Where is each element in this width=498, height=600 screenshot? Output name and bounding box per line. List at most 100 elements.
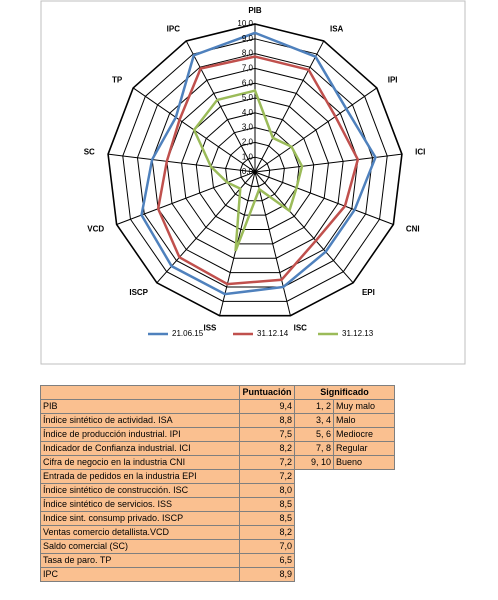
row-name: Índice sintético de actividad. ISA xyxy=(40,413,240,428)
row-score: 8,0 xyxy=(239,483,295,498)
row-score: 9,4 xyxy=(239,399,295,414)
header-score: Puntuación xyxy=(239,385,295,400)
series-line xyxy=(140,31,377,296)
table-row: Saldo comercial (SC) 7,0 xyxy=(40,539,395,554)
empty-cell xyxy=(295,498,334,512)
row-score: 8,8 xyxy=(239,413,295,428)
empty-cell xyxy=(295,540,334,554)
legend-label: 21.06.15 xyxy=(172,329,204,338)
empty-cell xyxy=(295,568,334,582)
scale-range: 3, 4 xyxy=(294,413,334,428)
legend-label: 31.12.13 xyxy=(342,329,374,338)
scale-meaning: Muy malo xyxy=(333,399,395,414)
empty-cell xyxy=(334,540,395,554)
grid-ring xyxy=(239,156,271,187)
spoke xyxy=(254,153,402,173)
scale-range: 9, 10 xyxy=(294,455,334,470)
empty-cell xyxy=(334,484,395,498)
row-name: PIB xyxy=(40,399,240,414)
row-name: Cifra de negocio en la industria CNI xyxy=(40,455,240,470)
table-row: Tasa de paro. TP 6,5 xyxy=(40,553,395,568)
spoke xyxy=(108,153,256,173)
legend-label: 31.12.14 xyxy=(257,329,289,338)
chart: 0,0 1,0 2,0 3,0 4,0 5,0 6,0 7,0 8,0 9,0 10,0 PIB ISA… xyxy=(40,0,466,365)
scale-meaning: Regular xyxy=(333,441,395,456)
row-score: 7,2 xyxy=(239,469,295,484)
row-score: 7,2 xyxy=(239,455,295,470)
row-score: 8,9 xyxy=(239,567,295,582)
row-name: Ventas comercio detallista.VCD xyxy=(40,525,240,540)
table-row: Cifra de negocio en la industria CNI 7,2 9… xyxy=(40,455,395,470)
row-name: IPC xyxy=(40,567,240,582)
grid-ring xyxy=(181,97,329,245)
row-name: Saldo comercial (SC) xyxy=(40,539,240,554)
row-name: Indice sint. consump privado. ISCP xyxy=(40,511,240,526)
spoke xyxy=(254,87,378,173)
header-cell xyxy=(40,385,240,400)
row-name: Índice sintético de servicios. ISS xyxy=(40,497,240,512)
y-tick-label: 1,0 xyxy=(242,152,254,161)
axis-label: ISS xyxy=(203,324,217,333)
empty-cell xyxy=(295,554,334,568)
score-table: Puntuación Significado PIB 9,4 1, 2 Muy malo Í… xyxy=(40,385,395,582)
empty-cell xyxy=(334,554,395,568)
table-row: Índice sintético de construcción. ISC 8,0 xyxy=(40,483,395,498)
row-name: Índice sintético de construcción. ISC xyxy=(40,483,240,498)
row-score: 8,2 xyxy=(239,525,295,540)
grid-ring xyxy=(107,23,403,317)
row-name: Índice de producción industrial. IPI xyxy=(40,427,240,442)
table-row: Índice sintético de servicios. ISS 8,5 xyxy=(40,497,395,512)
axis-label: ICI xyxy=(415,148,425,157)
table-row: Indice sint. consump privado. ISCP 8,5 xyxy=(40,511,395,526)
spoke xyxy=(156,171,256,284)
y-tick-label: 0,0 xyxy=(242,167,254,176)
y-tick-label: 2,0 xyxy=(242,138,254,147)
y-tick-label: 3,0 xyxy=(242,123,254,132)
axis-label: CNI xyxy=(406,224,420,233)
spoke xyxy=(254,171,291,316)
y-tick-label: 10,0 xyxy=(237,19,253,28)
grid-ring xyxy=(195,112,315,230)
empty-cell xyxy=(295,470,334,484)
empty-cell xyxy=(295,512,334,526)
header-meaning: Significado xyxy=(294,385,395,400)
row-score: 8,5 xyxy=(239,511,295,526)
y-tick-label: 7,0 xyxy=(242,64,254,73)
axis-label: PIB xyxy=(248,6,262,15)
spoke xyxy=(116,171,256,225)
row-name: Indicador de Confianza industrial. ICI xyxy=(40,441,240,456)
axis-label: ISA xyxy=(330,24,344,33)
grid-ring xyxy=(122,38,388,302)
grid-ring xyxy=(151,67,359,274)
row-score: 7,5 xyxy=(239,427,295,442)
row-score: 8,2 xyxy=(239,441,295,456)
table-row: Ventas comercio detallista.VCD 8,2 xyxy=(40,525,395,540)
scale-meaning: Bueno xyxy=(333,455,395,470)
axis-label: SC xyxy=(84,148,95,157)
row-name: Entrada de pedidos en la industria EPI xyxy=(40,469,240,484)
axis-label: VCD xyxy=(87,224,104,233)
y-tick-label: 8,0 xyxy=(242,49,254,58)
spoke xyxy=(254,171,394,225)
axis-label: IPI xyxy=(388,75,398,84)
table-row: Entrada de pedidos en la industria EPI 7,… xyxy=(40,469,395,484)
empty-cell xyxy=(334,498,395,512)
y-tick-label: 9,0 xyxy=(242,34,254,43)
table-row: Puntuación Significado xyxy=(40,385,395,400)
series-line xyxy=(192,89,304,252)
axis-label: EPI xyxy=(362,288,375,297)
axis-label: ISC xyxy=(294,324,308,333)
scale-meaning: Mediocre xyxy=(333,427,395,442)
y-tick-label: 4,0 xyxy=(242,108,254,117)
empty-cell xyxy=(334,470,395,484)
table-row: PIB 9,4 1, 2 Muy malo xyxy=(40,399,395,414)
series-line xyxy=(156,55,360,286)
empty-cell xyxy=(334,512,395,526)
chart-frame xyxy=(40,0,466,365)
empty-cell xyxy=(334,568,395,582)
row-score: 7,0 xyxy=(239,539,295,554)
table-row: Indicador de Confianza industrial. ICI 8,… xyxy=(40,441,395,456)
table-row: IPC 8,9 xyxy=(40,567,395,582)
table-row: Índice sintético de actividad. ISA 8,8 3, … xyxy=(40,413,395,428)
